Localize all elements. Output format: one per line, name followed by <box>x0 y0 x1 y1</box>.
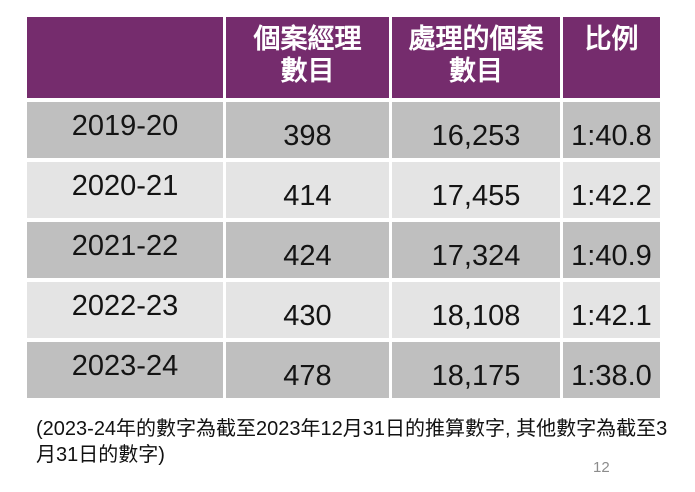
table-cell-ratio: 1:42.1 <box>563 282 660 338</box>
table-cell-cases: 16,253 <box>392 102 560 158</box>
case-manager-ratio-table: 個案經理 數目 處理的個案 數目 比例 2019-20 398 16,253 1… <box>27 17 660 398</box>
table-cell-ratio: 1:40.9 <box>563 222 660 278</box>
table-cell-year: 2023-24 <box>27 342 223 398</box>
header-cell-year <box>27 17 223 98</box>
footnote: (2023-24年的數字為截至2023年12月31日的推算數字, 其他數字為截至… <box>36 418 668 467</box>
table-cell-cases: 18,108 <box>392 282 560 338</box>
header-cell-cases-handled: 處理的個案 數目 <box>392 17 560 98</box>
table-cell-managers: 478 <box>226 342 389 398</box>
table-cell-managers: 398 <box>226 102 389 158</box>
table-cell-year: 2019-20 <box>27 102 223 158</box>
table-cell-year: 2021-22 <box>27 222 223 278</box>
table-cell-cases: 18,175 <box>392 342 560 398</box>
table-cell-managers: 430 <box>226 282 389 338</box>
table-cell-cases: 17,455 <box>392 162 560 218</box>
table-cell-ratio: 1:38.0 <box>563 342 660 398</box>
table-cell-year: 2022-23 <box>27 282 223 338</box>
header-cell-case-managers: 個案經理 數目 <box>226 17 389 98</box>
table-cell-ratio: 1:42.2 <box>563 162 660 218</box>
page-number: 12 <box>593 459 610 476</box>
table-cell-year: 2020-21 <box>27 162 223 218</box>
table-cell-managers: 414 <box>226 162 389 218</box>
table-cell-ratio: 1:40.8 <box>563 102 660 158</box>
table-cell-cases: 17,324 <box>392 222 560 278</box>
header-cell-ratio: 比例 <box>563 17 660 98</box>
table-cell-managers: 424 <box>226 222 389 278</box>
